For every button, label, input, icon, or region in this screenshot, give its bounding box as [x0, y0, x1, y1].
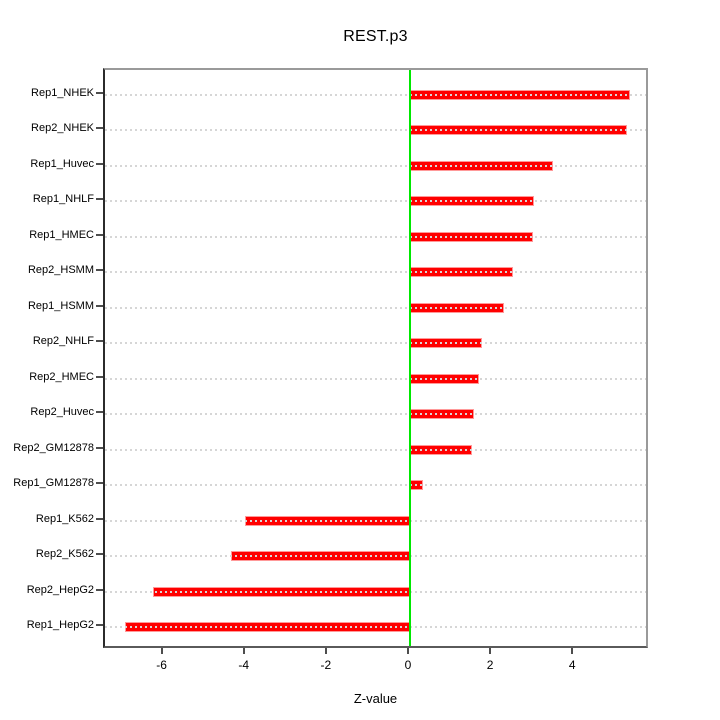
x-tick: [324, 648, 327, 654]
grid-line: [105, 448, 646, 451]
grid-line: [105, 590, 646, 593]
category-label: Rep1_HepG2: [26, 619, 94, 631]
category-label: Rep2_HepG2: [26, 583, 94, 596]
category-label: Rep1_NHLF: [32, 193, 94, 206]
x-tick: [407, 648, 409, 654]
category-label: Rep2_GM12878: [13, 441, 94, 454]
category-label: Rep2_NHEK: [31, 122, 94, 135]
chart-title: REST.p3: [343, 28, 408, 45]
y-tick: [96, 304, 103, 307]
y-tick: [96, 411, 103, 414]
y-tick: [96, 588, 103, 591]
grid-line: [105, 413, 646, 416]
x-tick-label: 2: [486, 658, 494, 672]
category-label: Rep2_HSMM: [27, 264, 94, 277]
x-tick: [160, 648, 163, 654]
y-tick: [96, 340, 103, 343]
x-axis-label: Z-value: [353, 691, 398, 706]
zero-line: [409, 70, 411, 646]
x-tick-label: -2: [320, 658, 332, 672]
x-tick: [489, 648, 492, 654]
grid-line: [105, 555, 646, 558]
x-tick-label: -6: [156, 658, 167, 672]
grid-line: [105, 377, 646, 380]
grid-line: [105, 626, 646, 628]
x-tick-label: 0: [404, 658, 412, 672]
grid-line: [105, 164, 646, 167]
y-tick: [96, 127, 103, 130]
x-tick-label: -4: [238, 658, 250, 672]
y-tick: [96, 375, 103, 378]
grid-line: [105, 519, 646, 522]
category-label: Rep2_Huvec: [30, 406, 94, 419]
grid-line: [105, 342, 646, 345]
plot-area: [103, 68, 648, 648]
y-tick: [96, 624, 103, 626]
category-label: Rep1_HSMM: [27, 299, 94, 312]
category-label: Rep1_K562: [35, 512, 94, 525]
category-label: Rep2_HMEC: [29, 370, 94, 383]
y-tick: [96, 482, 103, 485]
y-tick: [96, 198, 103, 201]
grid-line: [105, 129, 646, 132]
category-label: Rep2_K562: [35, 548, 94, 561]
y-tick: [96, 162, 103, 165]
category-label: Rep1_Huvec: [30, 157, 94, 170]
grid-line: [105, 94, 646, 96]
grid-line: [105, 271, 646, 274]
category-label: Rep2_NHLF: [32, 335, 94, 348]
y-tick: [96, 553, 103, 556]
y-tick: [96, 446, 103, 449]
y-tick: [96, 233, 103, 236]
y-tick: [96, 517, 103, 520]
x-tick: [242, 648, 245, 654]
category-label: Rep1_NHEK: [31, 87, 94, 99]
category-label: Rep1_GM12878: [13, 477, 94, 490]
y-tick: [96, 269, 103, 272]
grid-line: [105, 484, 646, 487]
category-label: Rep1_HMEC: [29, 228, 94, 241]
grid-line: [105, 235, 646, 238]
y-tick: [96, 92, 103, 94]
grid-line: [105, 200, 646, 203]
x-tick: [571, 648, 574, 654]
x-tick-label: 4: [568, 658, 576, 672]
grid-line: [105, 306, 646, 309]
